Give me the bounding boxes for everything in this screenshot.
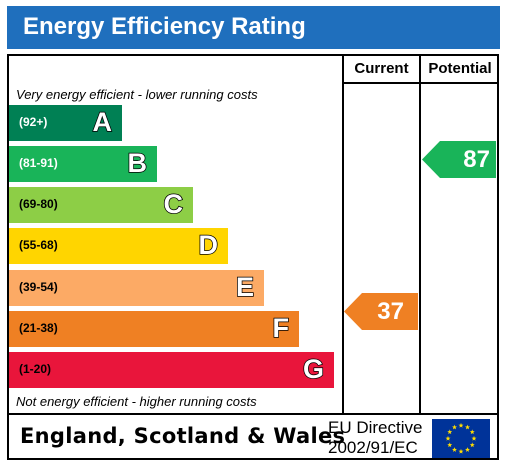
eu-star-icon [445,435,451,441]
band-b: (81-91) B [9,146,157,182]
eu-directive-line2: 2002/91/EC [328,438,418,457]
band-letter: F [272,312,290,344]
eu-directive: EU Directive 2002/91/EC [328,418,422,458]
band-letter: A [92,106,113,138]
band-a: (92+) A [9,105,122,141]
rating-frame [7,54,499,460]
band-letter: E [235,271,255,303]
band-letter: D [198,229,219,261]
eu-star-icon [465,424,470,430]
eu-star-icon [458,448,464,454]
eu-star-icon [469,429,475,435]
band-g: (1-20) G [9,352,334,388]
top-note: Very energy efficient - lower running co… [16,87,258,102]
bottom-note: Not energy efficient - higher running co… [16,394,257,409]
band-letter: C [163,188,184,220]
eu-star-icon [469,442,475,448]
column-header-potential: Potential [428,60,492,77]
band-range-label: (81-91) [19,156,58,170]
footer-country: England, Scotland & Wales [20,424,346,448]
band-range-label: (69-80) [19,197,58,211]
band-range-label: (1-20) [19,362,52,376]
eu-flag-icon [432,419,490,458]
eu-star-icon [447,442,453,448]
potential-rating-value: 87 [463,146,490,173]
eu-star-icon [471,435,477,441]
current-arrow-shape [344,293,418,330]
band-e: (39-54) E [9,270,264,306]
eu-star-icon [465,447,470,452]
potential-arrow-shape [422,141,496,178]
current-rating-value: 37 [377,298,404,325]
band-letter: B [127,147,148,179]
divider-current [342,54,344,414]
chart-title: Energy Efficiency Rating [23,13,306,40]
eu-star-icon [452,447,457,452]
eu-star-icon [452,424,457,430]
eu-directive-line1: EU Directive [328,418,423,437]
band-range-label: (21-38) [19,321,58,335]
band-d: (55-68) D [9,228,228,264]
band-c: (69-80) C [9,187,193,223]
eu-star-icon [447,429,453,435]
eu-star-icon [458,422,464,428]
band-letter: G [302,353,325,385]
band-f: (21-38) F [9,311,299,347]
footer-divider [7,413,499,415]
band-range-label: (55-68) [19,238,58,252]
band-range-label: (92+) [19,115,48,129]
header-divider [342,82,499,84]
band-range-label: (39-54) [19,280,58,294]
current-rating-arrow: 37 [344,293,418,330]
divider-potential [419,54,421,414]
column-header-current: Current [354,60,409,77]
potential-rating-arrow: 87 [422,141,496,178]
title-banner: Energy Efficiency Rating [7,6,500,49]
eu-stars [445,422,477,454]
